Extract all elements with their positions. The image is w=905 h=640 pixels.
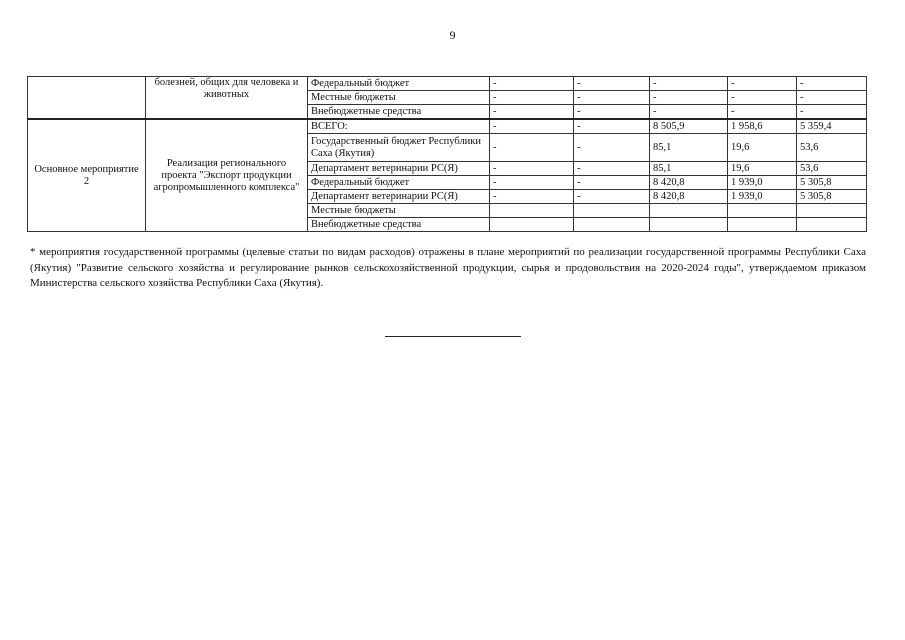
value-cell: - [489,133,574,162]
table-row: болезней, общих для человека и животных Ф… [27,76,867,120]
value-cell: 5 305,8 [796,189,867,204]
value-cell: - [649,90,728,105]
value-cell: 19,6 [727,133,797,162]
value-cell: - [489,104,574,120]
funding-source-cell: Внебюджетные средства [307,104,490,120]
value-cell: 53,6 [796,133,867,162]
separator-line [385,336,521,337]
table-row: Местные бюджеты - - - - - [28,90,867,105]
value-cell: - [573,76,650,91]
footnote: * мероприятия государственной программы … [30,246,866,289]
value-cell: 53,6 [796,161,867,176]
project-name-cell: болезней, общих для человека и животных [145,76,308,120]
value-cell: 5 305,8 [796,175,867,190]
value-cell: 19,6 [727,161,797,176]
value-cell: 8 420,8 [649,189,728,204]
table-row: Внебюджетные средства [28,217,867,232]
funding-source-cell: Внебюджетные средства [307,217,490,232]
project-name-cell: Реализация регионального проекта "Экспор… [145,118,308,232]
value-cell [796,203,867,218]
value-cell: 8 420,8 [649,175,728,190]
value-cell [796,217,867,232]
value-cell [727,217,797,232]
measure-cell: Основное мероприятие 2 [27,118,146,232]
table-row: Департамент ветеринарии РС(Я) - -85,1 19,6 5… [28,161,867,176]
value-cell: 85,1 [649,161,728,176]
value-cell: 8 505,9 [649,118,728,134]
funding-source-cell: Департамент ветеринарии РС(Я) [307,189,490,204]
value-cell: 1 939,0 [727,189,797,204]
funding-source-cell: Федеральный бюджет [307,76,490,91]
value-cell [489,203,574,218]
value-cell: 1 958,6 [727,118,797,134]
value-cell: - [573,104,650,120]
value-cell: 5 359,4 [796,118,867,134]
page-number: 9 [449,28,456,42]
value-cell: - [727,90,797,105]
value-cell: - [573,90,650,105]
value-cell: - [489,161,574,176]
measure-cell [27,76,146,120]
value-cell: - [489,175,574,190]
table-row: Федеральный бюджет - -8 420,8 1 939,0 5 305,… [28,175,867,190]
value-cell: - [796,104,867,120]
funding-source-cell: Федеральный бюджет [307,175,490,190]
value-cell: - [573,133,650,162]
value-cell: 1 939,0 [727,175,797,190]
table-row: Внебюджетные средства - - - - - [28,104,867,120]
funding-source-cell: Местные бюджеты [307,90,490,105]
value-cell [649,203,728,218]
funding-table: болезней, общих для человека и животных Ф… [27,76,867,232]
funding-source-cell: Местные бюджеты [307,203,490,218]
value-cell: - [649,76,728,91]
value-cell: - [649,104,728,120]
value-cell: - [796,90,867,105]
value-cell [489,217,574,232]
value-cell: - [573,161,650,176]
value-cell: - [573,175,650,190]
value-cell: - [489,189,574,204]
value-cell [573,217,650,232]
value-cell: - [489,118,574,134]
funding-source-cell: Департамент ветеринарии РС(Я) [307,161,490,176]
value-cell: - [573,189,650,204]
funding-source-cell: ВСЕГО: [307,118,490,134]
value-cell: - [727,76,797,91]
value-cell: - [573,118,650,134]
funding-source-cell: Государственный бюджет Республики Саха (… [307,133,490,162]
value-cell: - [727,104,797,120]
value-cell: - [489,90,574,105]
value-cell: - [489,76,574,91]
value-cell: - [796,76,867,91]
value-cell [573,203,650,218]
value-cell [649,217,728,232]
value-cell: 85,1 [649,133,728,162]
value-cell [727,203,797,218]
table-row: Основное мероприятие 2 Реализация региона… [27,118,867,232]
